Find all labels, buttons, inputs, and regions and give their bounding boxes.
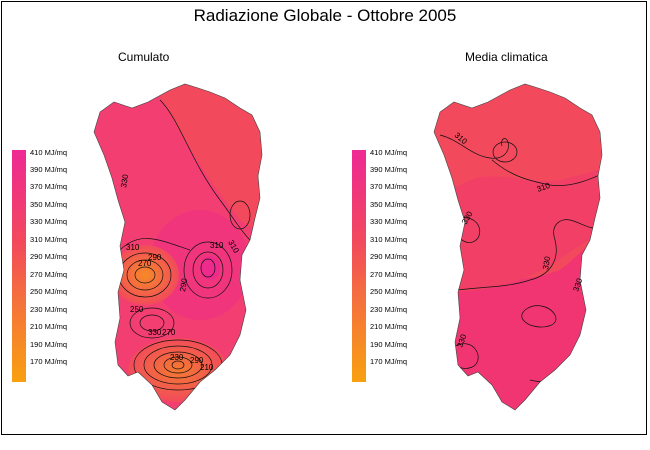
legend-label: 230 MJ/mq	[30, 305, 68, 314]
figure-title: Radiazione Globale - Ottobre 2005	[193, 6, 457, 25]
contour-label: 310	[536, 181, 552, 194]
contour-label: 230	[170, 353, 184, 362]
contour-label: 210	[200, 363, 214, 372]
contour-label: 310	[126, 243, 140, 252]
legend-label: 330 MJ/mq	[30, 217, 68, 226]
legend-label: 390 MJ/mq	[370, 165, 408, 174]
figure-frame: Radiazione Globale - Ottobre 2005 Cumula…	[1, 1, 647, 435]
legend-label: 210 MJ/mq	[30, 322, 68, 331]
legend-label: 210 MJ/mq	[370, 322, 408, 331]
panel-right-subtitle: Media climatica	[465, 50, 548, 64]
legend-label: 190 MJ/mq	[30, 340, 68, 349]
contour-label: 290	[148, 253, 162, 262]
contour-label: 330	[455, 333, 468, 349]
legend-label: 250 MJ/mq	[30, 287, 68, 296]
contour-label: 330	[119, 173, 130, 188]
legend-color-bar	[12, 150, 26, 382]
contour-label: 270	[162, 328, 176, 337]
contour-label: 290	[178, 277, 189, 292]
panel-left-subtitle: Cumulato	[118, 50, 170, 64]
legend-label: 370 MJ/mq	[30, 182, 68, 191]
legend-label: 310 MJ/mq	[370, 235, 408, 244]
legend-label: 290 MJ/mq	[30, 252, 68, 261]
legend-label: 350 MJ/mq	[30, 200, 68, 209]
map-cumulato: 330 310 310 310 290 270 250 290 330 270 …	[93, 83, 263, 411]
legend-label: 410 MJ/mq	[30, 148, 68, 157]
legend-label: 370 MJ/mq	[370, 182, 408, 191]
coastline	[93, 83, 263, 411]
legend-label: 250 MJ/mq	[370, 287, 408, 296]
contour-label: 330	[571, 277, 584, 293]
legend-color-bar	[352, 150, 366, 382]
contour-label: 310	[210, 241, 224, 250]
legend-label: 410 MJ/mq	[370, 148, 408, 157]
contour-label: 290	[190, 356, 204, 365]
legend-label: 290 MJ/mq	[370, 252, 408, 261]
legend-label: 350 MJ/mq	[370, 200, 408, 209]
contour-label: 330	[541, 255, 552, 270]
legend-label: 170 MJ/mq	[30, 357, 68, 366]
legend-label: 230 MJ/mq	[370, 305, 408, 314]
legend-label: 330 MJ/mq	[370, 217, 408, 226]
legend-left: 410 MJ/mq 390 MJ/mq 370 MJ/mq 350 MJ/mq …	[12, 148, 102, 382]
legend-label: 170 MJ/mq	[370, 357, 408, 366]
legend-label: 310 MJ/mq	[30, 235, 68, 244]
coastline	[433, 83, 603, 411]
contour-label: 250	[130, 305, 144, 314]
legend-label: 190 MJ/mq	[370, 340, 408, 349]
contour-label: 270	[138, 259, 152, 268]
contour-label: 330	[148, 328, 162, 337]
legend-label: 270 MJ/mq	[370, 270, 408, 279]
legend-right: 410 MJ/mq 390 MJ/mq 370 MJ/mq 350 MJ/mq …	[352, 148, 442, 382]
map-media-climatica: 310 310 330 330 330 330	[433, 83, 603, 411]
legend-label: 390 MJ/mq	[30, 165, 68, 174]
legend-label: 270 MJ/mq	[30, 270, 68, 279]
